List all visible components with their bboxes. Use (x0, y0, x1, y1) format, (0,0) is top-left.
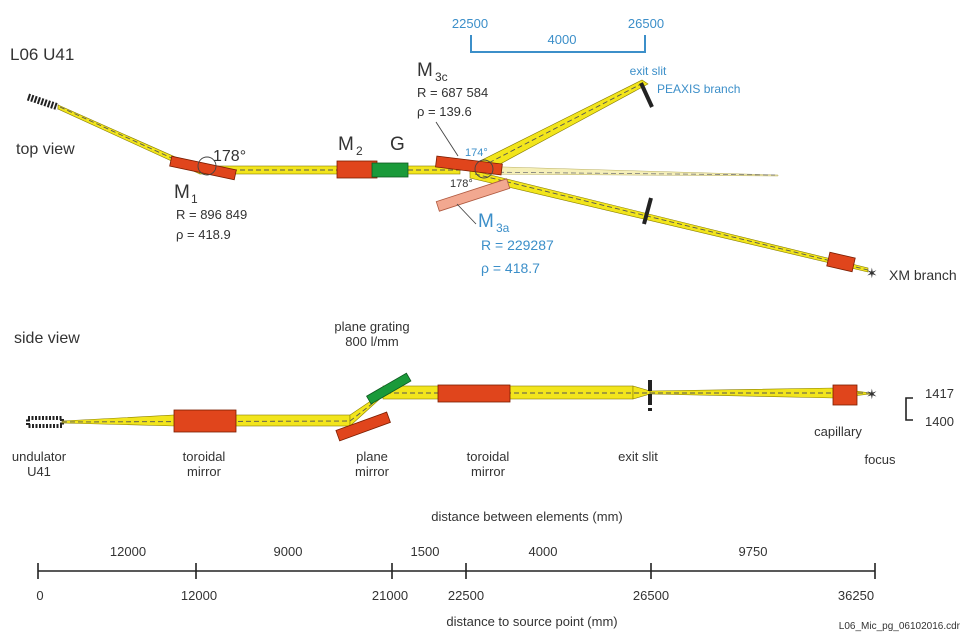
m3a-label: M (478, 211, 494, 232)
source-distance-5: 36250 (838, 588, 874, 603)
source-distance-4: 26500 (633, 588, 669, 603)
height-bracket (905, 397, 913, 421)
top-view-beam (57, 79, 869, 273)
source-distance-0: 0 (36, 588, 43, 603)
m3c-angle-upper: 174° (465, 147, 488, 159)
plane-mirror-label-line1: plane (356, 449, 388, 464)
plane-mirror-label-line2: mirror (355, 464, 390, 479)
toroidal-mirror-2-label-line1: toroidal (467, 449, 510, 464)
capillary-label: capillary (814, 424, 862, 439)
segment-distance-5: 9750 (739, 544, 768, 559)
focus-label: focus (864, 452, 896, 467)
file-name-label: L06_Mic_pg_06102016.cdr (839, 621, 961, 632)
source-distance-2: 21000 (372, 588, 408, 603)
toroidal-mirror-1-label-line2: mirror (187, 464, 222, 479)
source-axis-title: distance to source point (mm) (446, 614, 617, 629)
m1-radius: R = 896 849 (176, 207, 247, 222)
m3c-angle-lower: 178° (450, 178, 473, 190)
peaxis-branch-label: PEAXIS branch (657, 82, 740, 96)
m3c-rho: ρ = 139.6 (417, 104, 472, 119)
m1-subscript: 1 (191, 192, 198, 206)
m3a-radius: R = 229287 (481, 237, 554, 253)
peaxis-exit-slit (639, 82, 654, 108)
segment-distance-4: 4000 (529, 544, 558, 559)
xm-exit-slit (642, 197, 653, 225)
plane-grating-label: plane grating (334, 319, 409, 334)
diagram-title: L06 U41 (10, 45, 74, 64)
side-capillary (832, 384, 858, 406)
m1-angle-label: 178° (213, 148, 246, 165)
xm-refocusing-mirror (826, 251, 856, 273)
m3c-radius: R = 687 584 (417, 85, 488, 100)
undulator-label: undulator (12, 449, 67, 464)
top-exit-slit-label: exit slit (630, 64, 667, 78)
mirror-m1 (169, 155, 237, 181)
m3c-subscript: 3c (435, 70, 448, 84)
grating-grooves-label: 800 l/mm (345, 334, 398, 349)
segment-distance-3: 1500 (411, 544, 440, 559)
between-axis-title: distance between elements (mm) (431, 509, 622, 524)
grating-g (371, 162, 409, 178)
toroidal-mirror-1-label-line1: toroidal (183, 449, 226, 464)
m1-rho: ρ = 418.9 (176, 227, 231, 242)
side-toroidal-mirror-2 (437, 384, 511, 403)
source-distance-1: 12000 (181, 588, 217, 603)
segment-distance-2: 9000 (274, 544, 303, 559)
grating-label: G (390, 134, 405, 155)
toroidal-mirror-2-label-line2: mirror (471, 464, 506, 479)
side-undulator-icon (26, 416, 64, 428)
side-plane-mirror (335, 411, 391, 442)
distance-axis (37, 563, 876, 579)
side-plane-grating (366, 372, 412, 405)
side-toroidal-mirror-1 (173, 409, 237, 433)
segment-distance-1: 12000 (110, 544, 146, 559)
mirror-m3c (435, 121, 503, 179)
m2-subscript: 2 (356, 144, 363, 158)
mirror-m3a (435, 178, 511, 225)
top-undulator-icon (26, 93, 60, 111)
top-scale-bar: 22500 4000 26500 (452, 16, 664, 53)
xm-focus-marker: ✶ (866, 265, 878, 281)
undulator-id-label: U41 (27, 464, 51, 479)
side-focus-marker: ✶ (866, 386, 878, 402)
source-distance-3: 22500 (448, 588, 484, 603)
m3a-subscript: 3a (496, 221, 510, 235)
scale-bar-right-label: 26500 (628, 16, 664, 31)
scale-bar-middle-label: 4000 (548, 32, 577, 47)
top-view-label: top view (16, 141, 75, 158)
m2-label: M (338, 134, 354, 155)
height-lower-label: 1400 (925, 414, 954, 429)
m3c-label: M (417, 60, 433, 81)
mirror-m2 (336, 160, 378, 179)
side-exit-slit-label: exit slit (618, 449, 658, 464)
height-upper-label: 1417 (925, 386, 954, 401)
m1-label: M (174, 182, 190, 203)
xm-branch-label: XM branch (889, 267, 957, 283)
m3a-rho: ρ = 418.7 (481, 260, 540, 276)
scale-bar-left-label: 22500 (452, 16, 488, 31)
side-view-label: side view (14, 330, 80, 347)
